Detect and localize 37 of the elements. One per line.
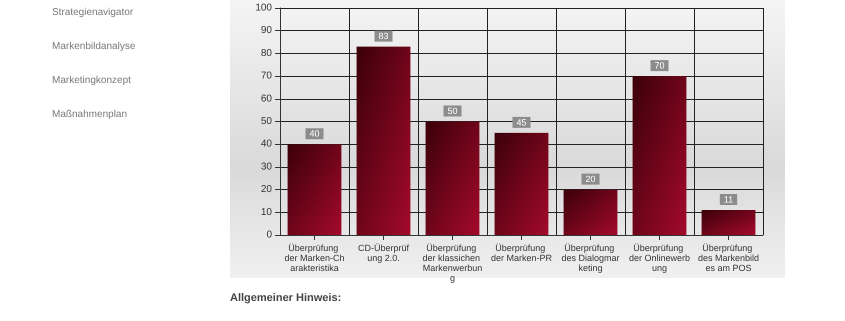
- y-tick-label: 30: [260, 161, 272, 172]
- data-label: 40: [309, 128, 320, 139]
- bar: [356, 46, 410, 235]
- bar: [494, 132, 548, 235]
- bar: [702, 210, 756, 235]
- x-tick-label: CD-Überprüfung 2.0.: [358, 243, 410, 263]
- text: Allgemeiner Hinweis:: [230, 292, 342, 304]
- data-label: 70: [654, 60, 665, 71]
- data-label: 83: [378, 31, 389, 42]
- x-tick-label: Überprüfung der Onlinewerbung: [628, 243, 690, 273]
- x-tick-label: Überprüfung der Marken-Charakteristika: [284, 243, 345, 273]
- y-tick-label: 40: [260, 138, 272, 150]
- x-tick-label: Überprüfung der Marken-PR: [490, 243, 553, 263]
- y-tick-label: 80: [260, 48, 272, 59]
- data-label: 20: [585, 174, 596, 184]
- x-tick-label: Überprüfung des Dialogmarketing: [561, 243, 620, 273]
- data-label: 11: [724, 194, 734, 205]
- y-tick-label: 0: [266, 230, 272, 240]
- x-tick-label: Überprüfung des Markenbildes am POS: [698, 243, 760, 273]
- text: Markenbildanalyse: [51, 40, 136, 54]
- data-label: 50: [447, 106, 458, 116]
- y-tick-label: 60: [260, 93, 272, 104]
- x-tick-label: Überprüfung der klassichen Markenwerbung: [422, 243, 483, 283]
- y-tick-label: 50: [260, 116, 272, 127]
- text: Marketingkonzept: [51, 74, 132, 88]
- bar: [632, 76, 686, 235]
- text: Strategienavigator: [51, 6, 134, 20]
- text: Maßnahmenplan: [51, 108, 128, 122]
- bar: [564, 190, 618, 235]
- y-tick-label: 10: [260, 206, 272, 218]
- bar: [426, 122, 480, 235]
- y-tick-label: 100: [255, 2, 272, 14]
- data-label: 45: [516, 117, 527, 128]
- y-tick-label: 90: [260, 25, 272, 36]
- y-tick-label: 20: [260, 184, 272, 196]
- y-tick-label: 70: [260, 70, 272, 82]
- bar: [288, 144, 342, 235]
